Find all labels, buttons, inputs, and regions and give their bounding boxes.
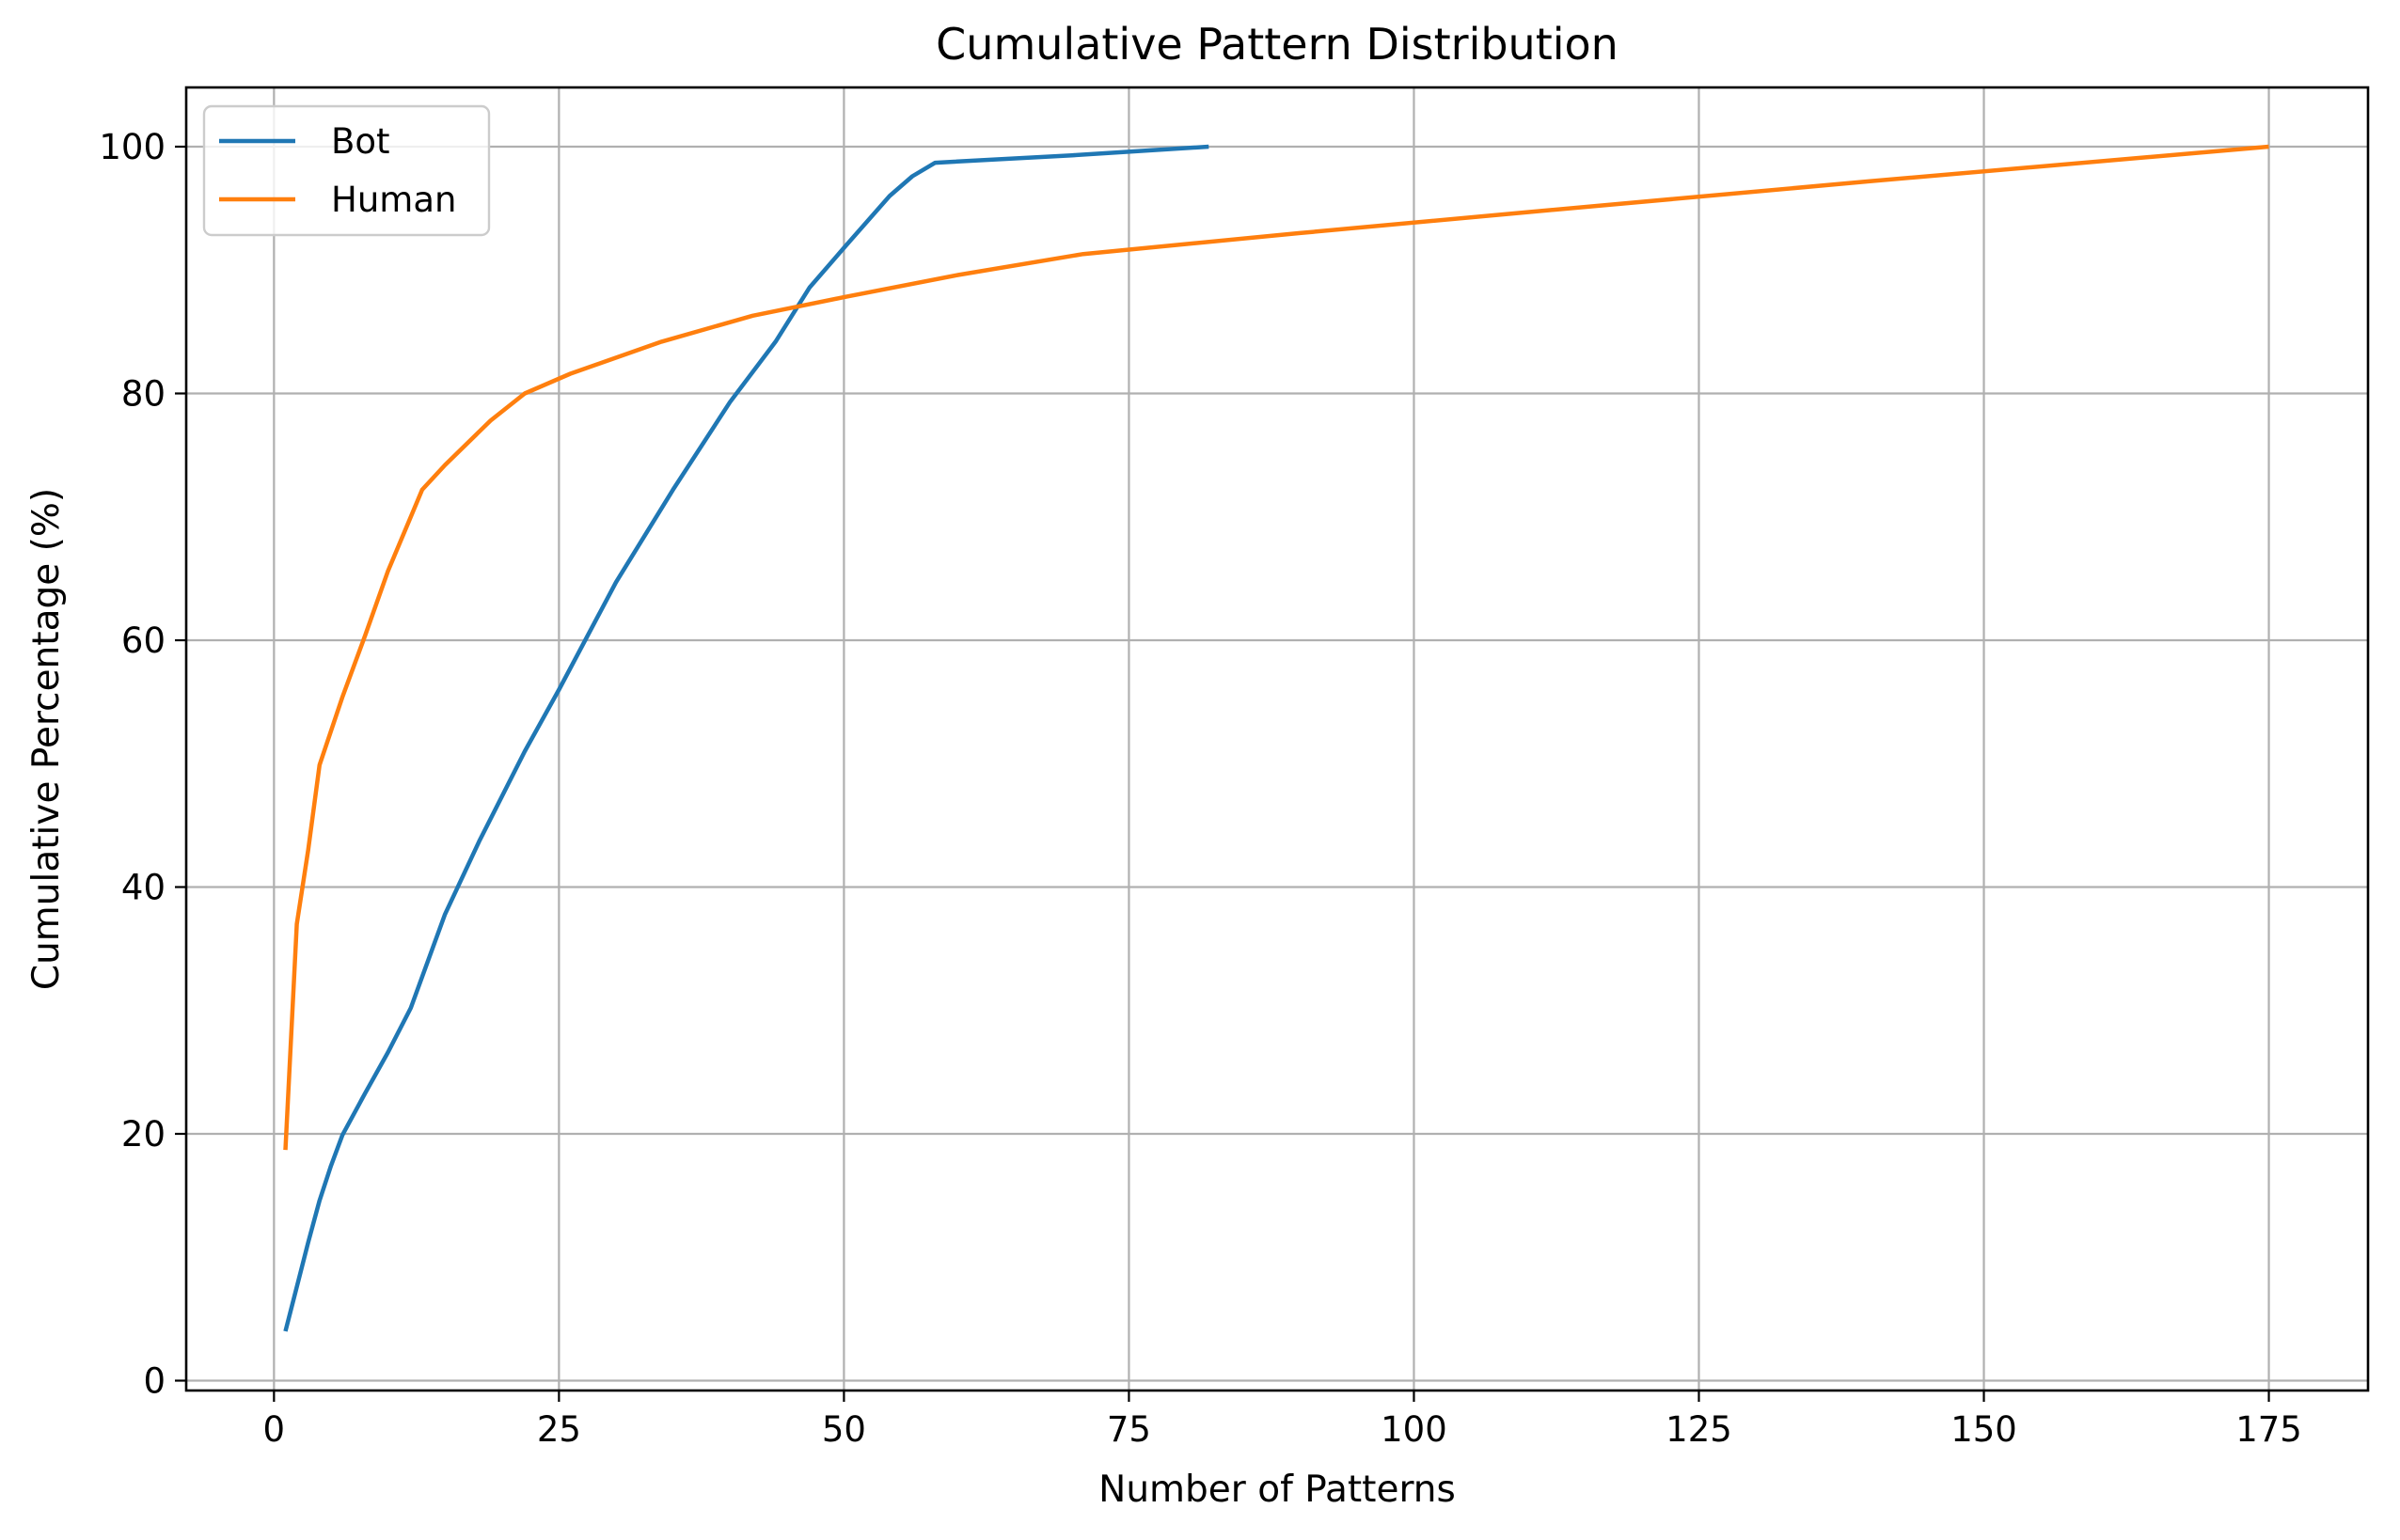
legend-box — [202, 104, 491, 237]
x-tick-label-2: 50 — [822, 1409, 866, 1450]
legend-label-bot: Bot — [331, 121, 390, 162]
series-lines — [283, 144, 2269, 1332]
x-axis-ticks: 0 25 50 75 100 125 150 175 — [263, 1391, 2302, 1450]
grid-lines — [186, 87, 2368, 1391]
y-tick-label-4: 80 — [121, 374, 166, 415]
series-line-human — [283, 144, 2269, 1151]
legend-label-human: Human — [331, 180, 456, 220]
x-axis-label: Number of Patterns — [1098, 1469, 1456, 1511]
x-tick-label-5: 125 — [1666, 1409, 1732, 1450]
series-line-bot — [283, 144, 1209, 1332]
y-tick-label-5: 100 — [99, 127, 166, 167]
x-tick-label-7: 175 — [2235, 1409, 2302, 1450]
x-tick-label-6: 150 — [1950, 1409, 2017, 1450]
y-axis-label: Cumulative Percentage (%) — [25, 488, 68, 990]
x-tick-label-4: 100 — [1381, 1409, 1447, 1450]
x-tick-label-3: 75 — [1107, 1409, 1151, 1450]
y-tick-label-0: 0 — [143, 1361, 166, 1402]
y-tick-label-2: 40 — [121, 868, 166, 908]
chart-title: Cumulative Pattern Distribution — [936, 19, 1618, 70]
y-tick-label-3: 60 — [121, 621, 166, 661]
y-tick-label-1: 20 — [121, 1114, 166, 1155]
legend: Bot Human — [202, 104, 491, 237]
y-axis-ticks: 0 20 40 60 80 100 — [99, 127, 186, 1402]
x-tick-label-0: 0 — [263, 1409, 286, 1450]
plot-frame — [184, 86, 2370, 1392]
x-tick-label-1: 25 — [537, 1409, 581, 1450]
